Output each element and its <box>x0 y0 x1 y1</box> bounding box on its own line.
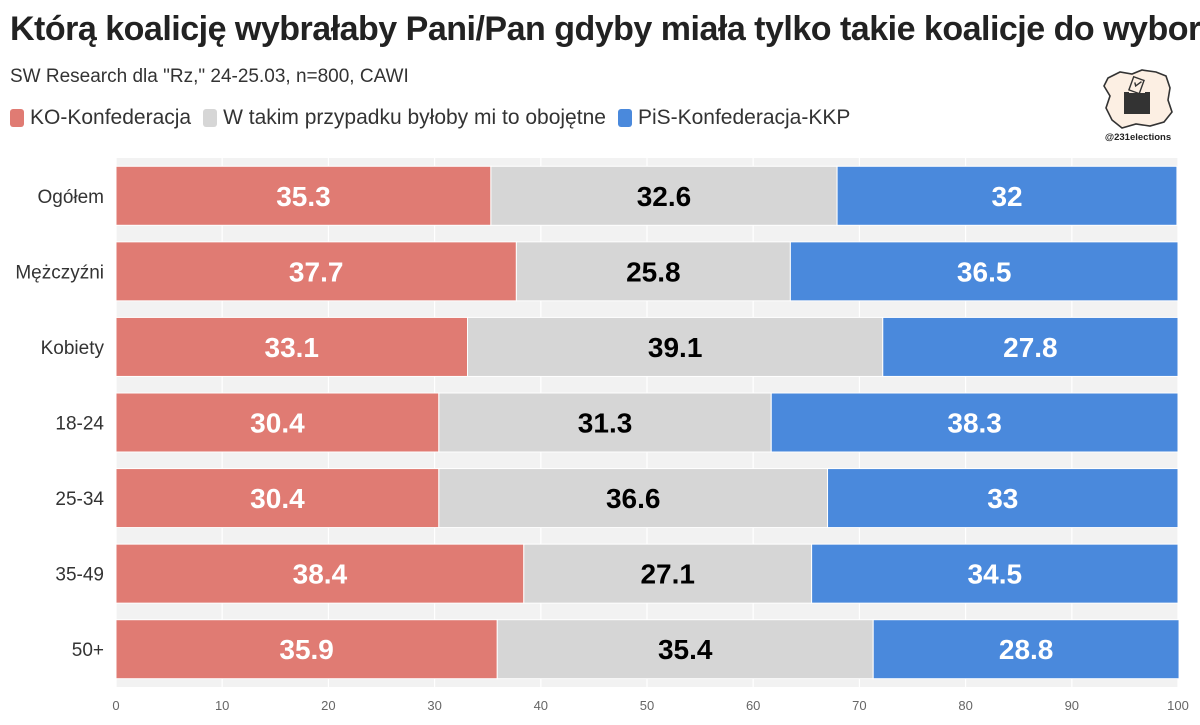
bar-segment <box>523 543 813 604</box>
legend-swatch-ko <box>10 109 24 127</box>
bar-value-label: 35.3 <box>276 181 331 212</box>
bar-segment <box>115 392 440 453</box>
bar-segment <box>438 392 772 453</box>
bar-segment <box>770 392 1179 453</box>
bar-segment <box>115 165 492 226</box>
y-category-label: 18-24 <box>55 414 104 435</box>
x-tick-label: 100 <box>1167 698 1189 713</box>
bar-value-label: 35.4 <box>658 634 713 665</box>
brand-logo: @231elections <box>1098 66 1178 150</box>
logo-handle: @231elections <box>1104 132 1172 143</box>
y-category-label: Ogółem <box>37 187 104 208</box>
bar-segment <box>115 468 440 529</box>
legend-label-neutral: W takim przypadku byłoby mi to obojętne <box>223 106 606 129</box>
bar-value-label: 38.4 <box>293 559 348 590</box>
bar-value-label: 30.4 <box>250 408 305 439</box>
bar-segment <box>438 468 829 529</box>
x-tick-label: 10 <box>215 698 229 713</box>
bar-value-label: 32 <box>991 181 1022 212</box>
bar-segment <box>115 241 517 302</box>
bar-segment <box>115 543 525 604</box>
bar-value-label: 39.1 <box>648 332 703 363</box>
bar-segment <box>490 165 838 226</box>
bar-value-label: 35.9 <box>279 634 334 665</box>
bar-value-label: 28.8 <box>999 634 1054 665</box>
x-tick-label: 80 <box>958 698 972 713</box>
legend-label-pis: PiS-Konfederacja-KKP <box>637 106 851 129</box>
bar-value-label: 30.4 <box>250 483 305 514</box>
x-tick-label: 0 <box>112 698 119 713</box>
legend-item-pis: PiS-Konfederacja-KKP <box>617 106 851 130</box>
bar-value-label: 27.8 <box>1003 332 1058 363</box>
bar-segment <box>811 543 1179 604</box>
legend-item-neutral: W takim przypadku byłoby mi to obojętne <box>203 106 606 130</box>
x-tick-label: 50 <box>640 698 654 713</box>
legend-swatch-pis <box>617 109 632 127</box>
x-tick-label: 60 <box>746 698 760 713</box>
poland-map-ballot-box-icon <box>1103 69 1173 129</box>
bar-segment <box>882 316 1179 377</box>
x-tick-label: 70 <box>852 698 866 713</box>
bar-value-label: 34.5 <box>968 559 1023 590</box>
bar-segment <box>115 619 498 680</box>
legend-item-ko: KO-Konfederacja <box>10 106 191 130</box>
bar-value-label: 38.3 <box>947 408 1002 439</box>
bar-value-label: 25.8 <box>626 256 681 287</box>
bar-segment <box>836 165 1178 226</box>
legend: KO-Konfederacja W takim przypadku byłoby… <box>10 106 862 130</box>
bar-segment <box>515 241 791 302</box>
bar-segment <box>827 468 1179 529</box>
y-category-label: 35-49 <box>55 565 104 586</box>
x-tick-label: 90 <box>1065 698 1079 713</box>
x-tick-label: 40 <box>534 698 548 713</box>
chart-subtitle: SW Research dla "Rz," 24-25.03, n=800, C… <box>10 66 409 87</box>
x-tick-label: 30 <box>427 698 441 713</box>
legend-swatch-neutral <box>203 109 218 127</box>
y-category-label: Kobiety <box>41 338 105 359</box>
bar-value-label: 36.5 <box>957 256 1012 287</box>
y-category-label: 25-34 <box>55 489 104 510</box>
bar-value-label: 33 <box>987 483 1018 514</box>
stacked-bar-chart: 0 10 20 30 40 50 60 70 80 90 100 Ogółem 35.3 32.6 32 Mę… <box>15 158 1189 713</box>
bar-segment <box>467 316 884 377</box>
bar-value-label: 33.1 <box>265 332 320 363</box>
legend-label-ko: KO-Konfederacja <box>30 106 192 129</box>
bar-segment <box>789 241 1179 302</box>
chart-title: Którą koalicję wybrałaby Pani/Pan gdyby … <box>10 10 1200 48</box>
bar-segment <box>872 619 1180 680</box>
bar-value-label: 36.6 <box>606 483 661 514</box>
bar-value-label: 32.6 <box>637 181 692 212</box>
bar-value-label: 37.7 <box>289 256 344 287</box>
y-category-label: Mężczyźni <box>15 262 104 283</box>
bar-value-label: 31.3 <box>578 408 633 439</box>
x-tick-label: 20 <box>321 698 335 713</box>
bar-value-label: 27.1 <box>640 559 695 590</box>
y-category-label: 50+ <box>72 640 104 661</box>
